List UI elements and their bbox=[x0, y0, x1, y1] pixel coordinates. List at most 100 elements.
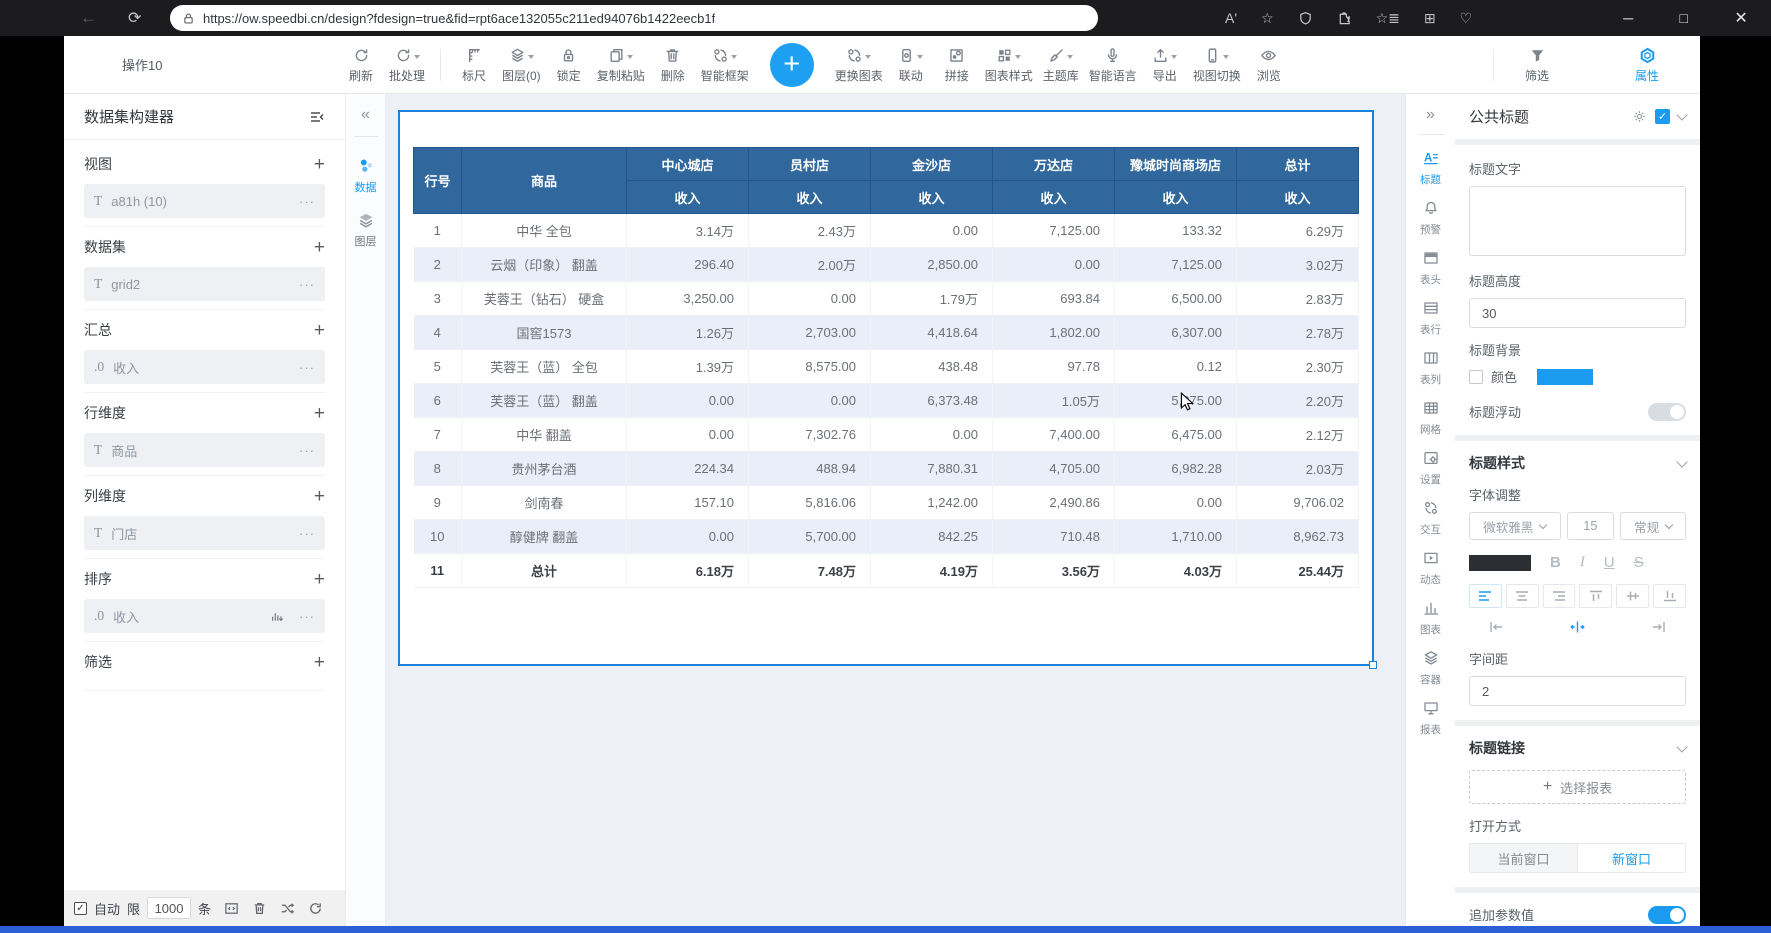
align-left-button[interactable] bbox=[1469, 584, 1502, 608]
rail-item-interact[interactable]: 交互 bbox=[1420, 500, 1441, 537]
field-pill[interactable]: T门店··· bbox=[84, 516, 325, 550]
underline-button[interactable]: U bbox=[1604, 554, 1615, 571]
open-new-option[interactable]: 新窗口 bbox=[1577, 844, 1685, 872]
reload-icon[interactable]: ⟳ bbox=[128, 0, 141, 36]
more-icon[interactable]: ··· bbox=[299, 194, 315, 209]
bg-color-swatch[interactable] bbox=[1537, 369, 1593, 385]
rail-item-report[interactable]: 报表 bbox=[1420, 700, 1441, 737]
shuffle-icon[interactable] bbox=[280, 901, 295, 916]
toolbar-button-delete[interactable]: 删除 bbox=[650, 46, 696, 84]
add-icon[interactable]: + bbox=[314, 570, 325, 589]
toolbar-button-ruler[interactable]: 标尺 bbox=[451, 46, 497, 84]
rail-item-dynamic[interactable]: 动态 bbox=[1420, 550, 1441, 587]
toolbar-button-layers[interactable]: 图层(0) bbox=[497, 46, 546, 84]
add-chart-button[interactable]: + bbox=[770, 43, 814, 87]
rail-item-settings[interactable]: 设置 bbox=[1420, 450, 1441, 487]
toolbar-button-export[interactable]: 导出 bbox=[1142, 46, 1188, 84]
font-weight-select[interactable]: 常规 bbox=[1620, 512, 1686, 540]
valign-top-button[interactable] bbox=[1579, 584, 1612, 608]
add-icon[interactable]: + bbox=[314, 155, 325, 174]
field-pill[interactable]: .0收入··· bbox=[84, 350, 325, 384]
table-row[interactable]: 1中华 全包3.14万2.43万0.007,125.00133.326.29万 bbox=[414, 214, 1359, 248]
resize-handle[interactable] bbox=[1369, 661, 1377, 669]
add-icon[interactable]: + bbox=[314, 487, 325, 506]
rail-item-table-head[interactable]: 表头 bbox=[1420, 250, 1441, 287]
align-right-button[interactable] bbox=[1543, 584, 1576, 608]
valign-bottom-button[interactable] bbox=[1653, 584, 1686, 608]
table-row[interactable]: 6芙蓉王（蓝） 翻盖0.000.006,373.481.05万5,075.002… bbox=[414, 384, 1359, 418]
toolbar-button-linkage[interactable]: 联动 bbox=[888, 46, 934, 84]
field-pill[interactable]: .0收入··· bbox=[84, 599, 325, 633]
extensions-icon[interactable] bbox=[1337, 11, 1352, 26]
table-row[interactable]: 7中华 翻盖0.007,302.760.007,400.006,475.002.… bbox=[414, 418, 1359, 452]
field-pill[interactable]: T商品··· bbox=[84, 433, 325, 467]
table-row[interactable]: 10醇健牌 翻盖0.005,700.00842.25710.481,710.00… bbox=[414, 520, 1359, 554]
toolbar-button-browse[interactable]: 浏览 bbox=[1246, 46, 1292, 84]
valign-middle-button[interactable] bbox=[1616, 584, 1649, 608]
bold-button[interactable]: B bbox=[1550, 554, 1561, 571]
favorites-bar-icon[interactable]: ☆≣ bbox=[1376, 10, 1400, 27]
title-height-input[interactable] bbox=[1469, 298, 1686, 328]
chevron-down-icon[interactable] bbox=[1676, 456, 1687, 467]
rail-item-chart[interactable]: 图表 bbox=[1420, 600, 1441, 637]
table-row[interactable]: 4国窖15731.26万2,703.004,418.641,802.006,30… bbox=[414, 316, 1359, 350]
selected-table-widget[interactable]: 行号商品中心城店员村店金沙店万达店豫城时尚商场店总计收入收入收入收入收入收入 1… bbox=[398, 110, 1374, 666]
add-icon[interactable]: + bbox=[314, 404, 325, 423]
toolbar-button-view-switch[interactable]: 视图切换 bbox=[1188, 46, 1246, 84]
toolbar-button-batch[interactable]: 批处理 bbox=[384, 46, 430, 84]
gear-icon[interactable] bbox=[1632, 109, 1647, 124]
field-pill[interactable]: Tgrid2··· bbox=[84, 267, 325, 301]
more-icon[interactable]: ··· bbox=[299, 277, 315, 292]
close-icon[interactable]: ✕ bbox=[1734, 8, 1747, 28]
table-row[interactable]: 2云烟（印象） 翻盖296.402.00万2,850.000.007,125.0… bbox=[414, 248, 1359, 282]
more-icon[interactable]: ··· bbox=[299, 526, 315, 541]
visible-checkbox[interactable]: ✓ bbox=[1655, 109, 1670, 124]
expand-right-icon[interactable]: » bbox=[1426, 106, 1435, 124]
collapse-left-icon[interactable]: « bbox=[361, 106, 370, 124]
rail-item-alert[interactable]: 预警 bbox=[1420, 200, 1441, 237]
favorite-add-icon[interactable]: ☆ bbox=[1261, 10, 1274, 27]
refresh-icon[interactable] bbox=[308, 901, 323, 916]
toolbar-button-splice[interactable]: 拼接 bbox=[934, 46, 980, 84]
bg-color-checkbox[interactable] bbox=[1469, 370, 1483, 384]
table-row[interactable]: 9剑南春157.105,816.061,242.002,490.860.009,… bbox=[414, 486, 1359, 520]
letter-spacing-input[interactable] bbox=[1469, 676, 1686, 706]
rail-item-container[interactable]: 容器 bbox=[1420, 650, 1441, 687]
append-param-toggle[interactable] bbox=[1648, 906, 1686, 924]
strikethrough-button[interactable]: S bbox=[1634, 554, 1644, 571]
collapse-menu-icon[interactable] bbox=[309, 109, 325, 125]
minimize-icon[interactable]: ─ bbox=[1623, 10, 1633, 26]
add-icon[interactable]: + bbox=[314, 238, 325, 257]
read-aloud-icon[interactable]: Aʹ bbox=[1225, 10, 1237, 26]
toolbar-button-refresh[interactable]: 刷新 bbox=[338, 46, 384, 84]
toolbar-button-change-chart[interactable]: 更换图表 bbox=[830, 46, 888, 84]
collections-icon[interactable]: ⊞ bbox=[1424, 10, 1436, 27]
rail-item-grid[interactable]: 网格 bbox=[1420, 400, 1441, 437]
italic-button[interactable]: I bbox=[1580, 554, 1585, 571]
add-icon[interactable]: + bbox=[314, 321, 325, 340]
font-color-swatch[interactable] bbox=[1469, 555, 1531, 571]
push-right-button[interactable] bbox=[1651, 620, 1666, 637]
more-icon[interactable]: ··· bbox=[299, 443, 315, 458]
toolbar-button-filter[interactable]: 筛选 bbox=[1514, 46, 1560, 84]
toolbar-button-smart-voice[interactable]: 智能语言 bbox=[1084, 46, 1142, 84]
shield-icon[interactable] bbox=[1298, 11, 1313, 26]
rail-item-table-col[interactable]: 表列 bbox=[1420, 350, 1441, 387]
field-pill[interactable]: Ta81h (10)··· bbox=[84, 184, 325, 218]
code-icon[interactable] bbox=[224, 901, 239, 916]
push-left-button[interactable] bbox=[1489, 620, 1504, 637]
toolbar-button-copy-paste[interactable]: 复制粘贴 bbox=[592, 46, 650, 84]
font-size-select[interactable]: 15 bbox=[1567, 512, 1615, 540]
toolbar-button-properties[interactable]: 属性 bbox=[1624, 46, 1670, 84]
design-canvas[interactable]: 行号商品中心城店员村店金沙店万达店豫城时尚商场店总计收入收入收入收入收入收入 1… bbox=[386, 94, 1405, 926]
chevron-down-icon[interactable] bbox=[1676, 109, 1687, 120]
table-row[interactable]: 5芙蓉王（蓝） 全包1.39万8,575.00438.4897.780.122.… bbox=[414, 350, 1359, 384]
sort-bars-icon[interactable] bbox=[270, 609, 284, 623]
table-row[interactable]: 8贵州茅台酒224.34488.947,880.314,705.006,982.… bbox=[414, 452, 1359, 486]
table-row[interactable]: 11总计6.18万7.48万4.19万3.56万4.03万25.44万 bbox=[414, 554, 1359, 588]
auto-checkbox[interactable]: ✓ bbox=[74, 902, 87, 915]
center-horizontal-button[interactable] bbox=[1570, 620, 1585, 637]
toolbar-button-smart-frame[interactable]: 智能框架 bbox=[696, 46, 754, 84]
align-center-button[interactable] bbox=[1506, 584, 1539, 608]
toolbar-button-chart-style[interactable]: 图表样式 bbox=[980, 46, 1038, 84]
